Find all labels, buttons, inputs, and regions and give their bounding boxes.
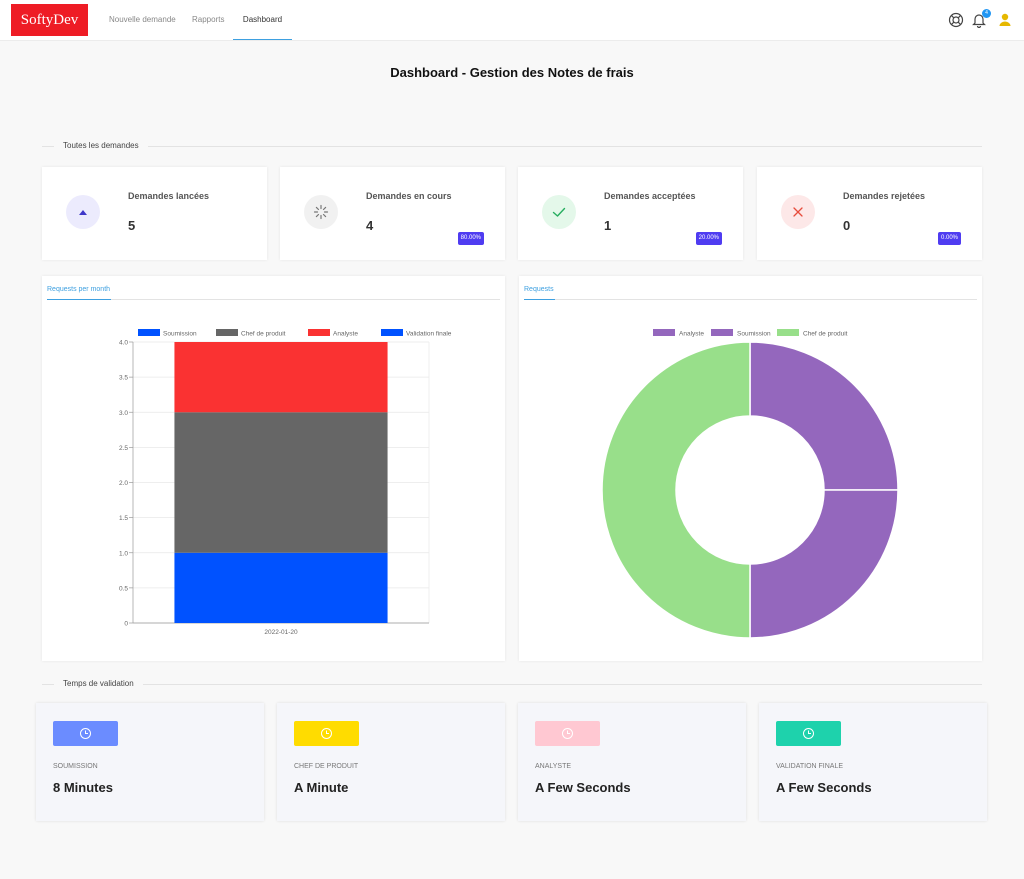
clock-icon: [53, 721, 118, 746]
stat-label: Demandes lancées: [128, 191, 210, 201]
nav-nouvelle-demande[interactable]: Nouvelle demande: [109, 15, 176, 24]
nav-rapports[interactable]: Rapports: [192, 15, 225, 24]
time-label: Analyste: [535, 763, 572, 770]
check-icon: [542, 195, 576, 229]
time-card-chef-de-produit: Chef de produit A Minute: [277, 703, 505, 821]
close-icon: [781, 195, 815, 229]
stat-value: 1: [604, 218, 612, 233]
clock-icon: [776, 721, 841, 746]
y-tick-label: 0: [124, 621, 128, 628]
donut-slice: [601, 341, 751, 639]
time-value: A Minute: [294, 780, 349, 795]
page-title: Dashboard - Gestion des Notes de frais: [390, 65, 634, 80]
legend-swatch: [138, 329, 160, 336]
time-label: Chef de produit: [294, 763, 359, 770]
section-validation-time-label: Temps de validation: [54, 679, 143, 689]
stat-card-rejected: Demandes rejetées 0 0.00%: [757, 167, 982, 260]
y-tick-label: 2.5: [119, 445, 128, 452]
legend-label: Analyste: [333, 331, 358, 338]
section-validation-time: Temps de validation: [42, 679, 982, 689]
legend-swatch: [653, 329, 675, 336]
y-tick-label: 2.0: [119, 480, 128, 487]
stat-card-in-progress: Demandes en cours 4 80.00%: [280, 167, 505, 260]
donut-slice: [749, 341, 899, 491]
stat-value: 4: [366, 218, 374, 233]
time-value: 8 Minutes: [53, 780, 113, 795]
section-all-requests: Toutes les demandes: [42, 141, 982, 151]
legend-label: Soumission: [737, 331, 771, 338]
legend-swatch: [777, 329, 799, 336]
y-tick-label: 3.5: [119, 375, 128, 382]
legend-label: Chef de produit: [241, 331, 286, 338]
tab-requests-per-month[interactable]: Requests per month: [47, 284, 112, 300]
clock-icon: [535, 721, 600, 746]
legend-swatch: [381, 329, 403, 336]
y-tick-label: 1.0: [119, 550, 128, 557]
y-tick-label: 0.5: [119, 585, 128, 592]
bell-icon[interactable]: [971, 12, 987, 28]
legend-label: Validation finale: [406, 331, 452, 338]
stat-value: 0: [843, 218, 851, 233]
top-navbar: SoftyDev Nouvelle demande Rapports Dashb…: [0, 0, 1024, 41]
legend-label: Soumission: [163, 331, 197, 338]
time-value: A Few Seconds: [776, 780, 872, 795]
clock-icon: [294, 721, 359, 746]
legend-label: Chef de produit: [803, 331, 848, 338]
stat-label: Demandes en cours: [366, 191, 452, 201]
donut-chart: Analyste Soumission Chef de produit: [601, 329, 899, 639]
donut-chart-card: Requests Analyste Soumission Chef de produ…: [519, 276, 982, 661]
y-tick-label: 4.0: [119, 340, 128, 347]
bar-chart-card: Requests per month Soumission Chef de pro…: [42, 276, 505, 661]
stat-card-launched: Demandes lancées 5: [42, 167, 267, 260]
time-card-analyste: Analyste A Few Seconds: [518, 703, 746, 821]
stat-percent-badge: 0.00%: [937, 232, 961, 245]
stat-percent-badge: 80.00%: [457, 232, 484, 245]
x-tick-label: 2022-01-20: [264, 629, 298, 636]
bar-segment: [174, 412, 388, 553]
time-label: Validation finale: [776, 763, 844, 770]
spinner-icon: [304, 195, 338, 229]
time-card-validation-finale: Validation finale A Few Seconds: [759, 703, 987, 821]
stat-value: 5: [128, 218, 136, 233]
stat-percent-badge: 20.00%: [695, 232, 722, 245]
bar-chart: Soumission Chef de produit Analyste Validat…: [119, 329, 452, 636]
stat-label: Demandes rejetées: [843, 191, 926, 201]
user-icon[interactable]: [997, 12, 1013, 28]
donut-slice: [749, 489, 899, 639]
legend-swatch: [308, 329, 330, 336]
triangle-up-icon: [66, 195, 100, 229]
stat-card-accepted: Demandes acceptées 1 20.00%: [518, 167, 743, 260]
section-all-requests-label: Toutes les demandes: [54, 141, 148, 151]
time-card-soumission: Soumission 8 Minutes: [36, 703, 264, 821]
tab-requests[interactable]: Requests: [524, 284, 555, 300]
notification-count-badge: 4: [982, 9, 991, 18]
lifebuoy-icon[interactable]: [948, 12, 964, 28]
bar-segment: [174, 552, 388, 623]
legend-swatch: [216, 329, 238, 336]
bar-segment: [174, 342, 388, 413]
time-value: A Few Seconds: [535, 780, 631, 795]
time-label: Soumission: [53, 763, 98, 770]
legend-swatch: [711, 329, 733, 336]
legend-label: Analyste: [679, 331, 704, 338]
y-tick-label: 3.0: [119, 410, 128, 417]
brand-logo[interactable]: SoftyDev: [11, 4, 88, 36]
y-tick-label: 1.5: [119, 515, 128, 522]
stat-label: Demandes acceptées: [604, 191, 696, 201]
nav-dashboard[interactable]: Dashboard: [233, 0, 292, 40]
